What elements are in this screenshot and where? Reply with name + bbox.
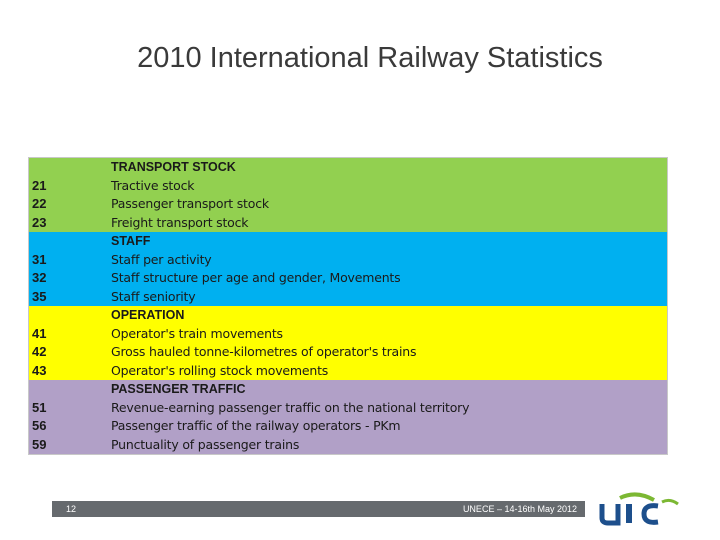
- section-heading-row: PASSENGER TRAFFIC: [29, 380, 667, 399]
- row-number: 31: [32, 251, 47, 267]
- logo-swoosh: [619, 492, 655, 502]
- table-row: 43 Operator's rolling stock movements: [29, 362, 667, 381]
- row-text: Staff per activity: [111, 251, 212, 267]
- row-number: 22: [32, 196, 47, 211]
- footer-bar: 12 UNECE – 14-16th May 2012: [52, 501, 585, 517]
- row-number: 23: [32, 214, 47, 230]
- section-heading: PASSENGER TRAFFIC: [111, 382, 246, 396]
- row-number: 43: [32, 362, 47, 378]
- page-number: 12: [66, 504, 77, 514]
- statistics-table: TRANSPORT STOCK 21 Tractive stock 22 Pas…: [28, 157, 668, 455]
- logo-i-stem: [626, 504, 632, 523]
- table-row: 32 Staff structure per age and gender, M…: [29, 269, 667, 288]
- row-number: 51: [32, 399, 47, 415]
- row-text: Staff seniority: [111, 288, 196, 304]
- row-text: Freight transport stock: [111, 214, 249, 230]
- table-row: 23 Freight transport stock: [29, 214, 667, 233]
- section-heading-row: TRANSPORT STOCK: [29, 158, 667, 177]
- table-row: 31 Staff per activity: [29, 251, 667, 270]
- table-row: 59 Punctuality of passenger trains: [29, 436, 667, 455]
- section-heading: TRANSPORT STOCK: [111, 160, 236, 174]
- logo-c-stroke: [641, 503, 659, 525]
- section-heading-row: OPERATION: [29, 306, 667, 325]
- table-row: 41 Operator's train movements: [29, 325, 667, 344]
- row-number: 35: [32, 288, 47, 304]
- section-heading: OPERATION: [111, 308, 185, 322]
- table-row: 56 Passenger traffic of the railway oper…: [29, 417, 667, 436]
- table-row: 51 Revenue-earning passenger traffic on …: [29, 399, 667, 418]
- section-heading: STAFF: [111, 234, 151, 248]
- table-row: 22 Passenger transport stock: [29, 195, 667, 214]
- section-operation: OPERATION 41 Operator's train movements …: [29, 306, 667, 380]
- event-label: UNECE – 14-16th May 2012: [462, 504, 577, 514]
- slide-title: 2010 International Railway Statistics: [137, 42, 603, 74]
- row-text: Passenger traffic of the railway operato…: [111, 418, 401, 433]
- section-passenger-traffic: PASSENGER TRAFFIC 51 Revenue-earning pas…: [29, 380, 667, 454]
- section-staff: STAFF 31 Staff per activity 32 Staff str…: [29, 232, 667, 306]
- section-transport-stock: TRANSPORT STOCK 21 Tractive stock 22 Pas…: [29, 158, 667, 232]
- table-row: 35 Staff seniority: [29, 288, 667, 307]
- section-heading-row: STAFF: [29, 232, 667, 251]
- row-text: Tractive stock: [111, 177, 195, 193]
- row-text: Staff structure per age and gender, Move…: [111, 270, 401, 285]
- row-text: Operator's rolling stock movements: [111, 362, 329, 378]
- table-row: 42 Gross hauled tonne-kilometres of oper…: [29, 343, 667, 362]
- row-text: Operator's train movements: [111, 325, 283, 341]
- logo-accent-stroke: [661, 498, 679, 506]
- row-number: 42: [32, 344, 47, 359]
- uic-logo-icon: uic: [596, 492, 688, 528]
- logo-u-stroke: [599, 504, 621, 526]
- row-number: 41: [32, 325, 47, 341]
- row-text: Revenue-earning passenger traffic on the…: [111, 399, 470, 415]
- row-number: 59: [32, 436, 47, 452]
- row-text: Punctuality of passenger trains: [111, 436, 300, 452]
- row-text: Gross hauled tonne-kilometres of operato…: [111, 344, 417, 359]
- row-number: 21: [32, 177, 47, 193]
- row-text: Passenger transport stock: [111, 196, 269, 211]
- row-number: 56: [32, 418, 47, 433]
- row-number: 32: [32, 270, 47, 285]
- table-row: 21 Tractive stock: [29, 177, 667, 196]
